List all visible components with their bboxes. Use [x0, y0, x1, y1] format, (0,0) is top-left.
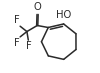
Text: F: F [26, 41, 32, 51]
Text: F: F [14, 38, 19, 48]
Text: O: O [34, 2, 42, 12]
Text: F: F [14, 15, 19, 25]
Text: HO: HO [56, 10, 72, 20]
